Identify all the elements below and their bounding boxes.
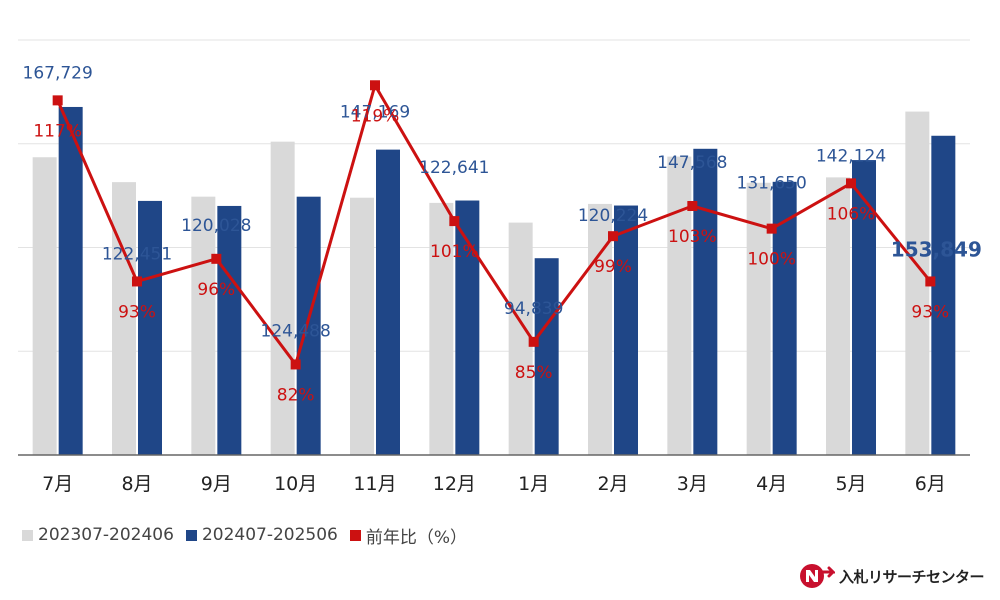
bar-curr	[296, 196, 321, 456]
bar-value-label: 122,641	[419, 158, 489, 178]
bar-value-label: 147,568	[657, 153, 727, 173]
legend-item-prev[interactable]: 202307-202406	[22, 525, 174, 545]
bar-prev	[508, 222, 533, 455]
ratio-line	[56, 83, 932, 366]
pct-data-label: 99%	[594, 257, 632, 277]
bar-value-label: 131,650	[737, 174, 807, 194]
x-tick-label: 7月	[42, 473, 73, 495]
legend-label-curr: 202407-202506	[201, 525, 338, 545]
legend-label-ratio: 前年比（%）	[365, 527, 468, 548]
x-tick-label: 8月	[121, 473, 152, 495]
bar-curr	[138, 200, 162, 455]
ratio-marker	[449, 216, 460, 227]
bar-curr	[534, 258, 559, 455]
bar-curr	[58, 106, 83, 455]
bar-value-label: 124,488	[261, 321, 331, 341]
ratio-marker	[528, 336, 539, 347]
ratio-marker	[290, 359, 301, 370]
bar-prev	[191, 196, 216, 455]
bar-prev	[826, 177, 850, 456]
ratio-marker	[211, 253, 222, 264]
pct-data-label: 119%	[351, 106, 400, 126]
brand-logo: 入札リサーチセンター	[799, 563, 985, 589]
pct-data-label: 96%	[197, 280, 235, 300]
ratio-marker	[52, 95, 63, 106]
pct-data-label: 103%	[668, 227, 717, 247]
bar-value-label: 153,849	[891, 237, 982, 261]
ratio-marker	[370, 80, 380, 91]
pct-data-label: 100%	[747, 250, 796, 270]
x-tick-label: 4月	[756, 473, 787, 495]
pct-data-label: 93%	[911, 302, 949, 322]
pct-data-label: 93%	[118, 302, 156, 322]
legend-swatch-curr	[185, 529, 197, 541]
x-tick-label: 10月	[274, 473, 317, 495]
bar-prev	[350, 197, 374, 455]
bar-curr	[614, 205, 638, 455]
bar-curr	[693, 148, 718, 456]
legend-item-curr[interactable]: 202407-202506	[185, 525, 338, 545]
bar-value-label: 120,224	[578, 206, 648, 226]
bar-prev	[429, 202, 454, 455]
bar-prev	[32, 157, 57, 456]
x-tick-label: 12月	[433, 473, 476, 495]
pct-data-label: 106%	[827, 204, 876, 224]
x-tick-label: 1月	[518, 473, 549, 495]
ratio-marker	[925, 276, 936, 287]
bar-value-label: 142,124	[816, 146, 886, 166]
legend-label-prev: 202307-202406	[38, 525, 174, 545]
bar-value-label: 147,169	[340, 102, 410, 122]
legend: 202307-202406 202407-202506 前年比（%）	[22, 522, 479, 548]
bar-value-label: 167,729	[23, 63, 93, 83]
x-tick-label: 6月	[915, 473, 946, 495]
bar-value-label: 122,451	[102, 244, 172, 264]
x-tick-label: 3月	[677, 473, 708, 495]
bar-curr	[217, 205, 242, 455]
ratio-marker	[766, 223, 777, 234]
bar-curr	[931, 135, 956, 456]
x-tick-label: 11月	[353, 473, 396, 495]
pct-data-label: 82%	[277, 385, 315, 405]
x-tick-label: 5月	[835, 473, 866, 495]
legend-swatch-ratio	[349, 529, 361, 541]
bar-prev	[112, 182, 136, 455]
x-tick-label: 9月	[201, 473, 232, 495]
pct-data-label: 85%	[515, 363, 553, 383]
bar-curr	[376, 149, 400, 455]
legend-item-ratio[interactable]: 前年比（%）	[349, 523, 468, 548]
bar-prev	[270, 141, 295, 456]
ratio-marker	[687, 201, 698, 211]
pct-data-label: 117%	[33, 121, 82, 141]
bar-prev	[588, 203, 612, 455]
x-tick-label: 2月	[597, 473, 628, 495]
ratio-marker	[846, 178, 856, 189]
bar-value-label: 120,028	[181, 216, 251, 236]
logo-text: 入札リサーチセンター	[838, 567, 985, 586]
ratio-marker	[608, 231, 618, 242]
bar-value-label: 94,839	[504, 299, 563, 319]
pct-data-label: 101%	[430, 242, 479, 262]
ratio-marker	[132, 276, 142, 287]
logo-mark-icon	[799, 564, 835, 588]
legend-swatch-prev	[22, 529, 33, 541]
